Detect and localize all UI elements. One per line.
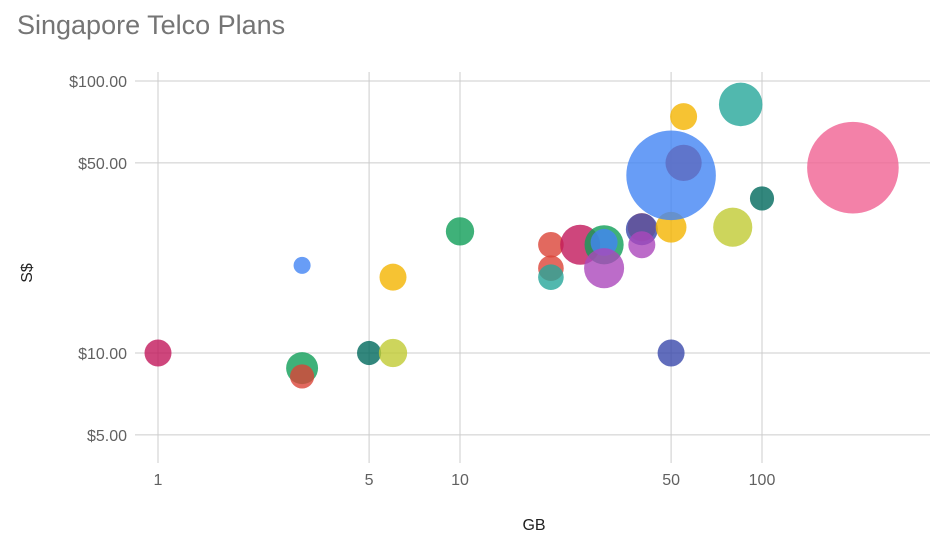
bubble[interactable] <box>807 121 899 214</box>
y-tick-label: $10.00 <box>78 346 127 363</box>
y-tick-label: $50.00 <box>78 156 127 173</box>
x-tick-label: 5 <box>365 472 374 489</box>
y-tick-label: $5.00 <box>87 428 127 445</box>
y-tick-label: $100.00 <box>69 74 127 91</box>
bubble[interactable] <box>357 340 382 366</box>
bubble[interactable] <box>718 82 763 127</box>
bubble[interactable] <box>749 186 775 211</box>
chart-title: Singapore Telco Plans <box>17 10 286 40</box>
bubble[interactable] <box>290 364 315 389</box>
bubble[interactable] <box>657 339 685 367</box>
y-axis-label: S$ <box>19 263 36 283</box>
x-tick-label: 100 <box>749 472 776 489</box>
bubble[interactable] <box>538 264 564 290</box>
y-tick-labels: $5.00 $10.00 $50.00 $100.00 <box>69 74 127 445</box>
y-gridlines <box>135 80 930 436</box>
x-axis-label: GB <box>522 517 545 534</box>
bubble[interactable] <box>144 339 172 367</box>
bubble[interactable] <box>584 248 625 289</box>
bubble[interactable] <box>445 217 475 246</box>
bubble[interactable] <box>293 256 311 274</box>
bubble[interactable] <box>665 144 702 181</box>
x-tick-label: 50 <box>662 472 680 489</box>
bubble[interactable] <box>713 207 753 247</box>
bubble[interactable] <box>670 103 698 131</box>
x-tick-label: 10 <box>451 472 469 489</box>
x-tick-label: 1 <box>154 472 163 489</box>
bubble[interactable] <box>628 231 656 259</box>
bubble[interactable] <box>590 228 618 256</box>
bubble[interactable] <box>655 211 687 243</box>
bubble[interactable] <box>379 263 407 291</box>
bubble[interactable] <box>538 231 564 258</box>
bubble[interactable] <box>378 338 408 368</box>
x-tick-labels: 1 5 10 50 100 <box>154 472 776 489</box>
bubbles <box>144 82 899 389</box>
